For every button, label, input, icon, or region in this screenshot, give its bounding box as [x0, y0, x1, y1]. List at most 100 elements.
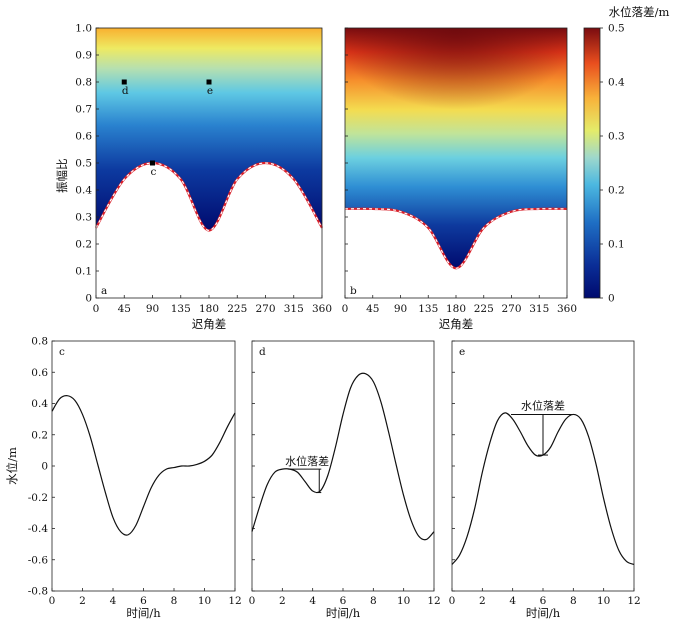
x-axis-label: 时间/h: [126, 606, 161, 620]
heatmap-hot-core: [345, 28, 567, 177]
y-tick-label: 0.4: [75, 185, 92, 197]
y-tick-label: 0.9: [75, 50, 92, 62]
marker-label: d: [122, 85, 129, 97]
x-tick-label: 6: [340, 595, 347, 607]
colorbar-tick-label: 0.5: [608, 23, 625, 35]
x-tick-label: 135: [171, 303, 191, 315]
heatmap-field: [96, 28, 322, 231]
axes-frame: [251, 340, 435, 592]
y-tick-label: 0.6: [75, 131, 92, 143]
boundary-curve-dashes: [95, 162, 323, 232]
x-tick-label: 4: [509, 595, 516, 607]
y-tick-label: -0.2: [28, 492, 48, 504]
x-tick-label: 270: [501, 303, 521, 315]
y-tick-label: -0.6: [28, 554, 49, 566]
x-tick-label: 135: [418, 303, 438, 315]
x-axis-label: 迟角差: [439, 317, 474, 331]
colorbar-title: 水位落差/m: [609, 5, 670, 19]
y-tick-label: 0.7: [75, 104, 92, 116]
colorbar-tick-label: 0.2: [608, 185, 625, 197]
x-tick-label: 0: [342, 303, 349, 315]
x-tick-label: 270: [255, 303, 275, 315]
boundary-curve-dashes: [344, 208, 568, 269]
x-tick-label: 0: [93, 303, 100, 315]
marker-point: [150, 160, 155, 166]
y-axis-label: 振幅比: [55, 159, 69, 194]
x-tick-label: 6: [540, 595, 547, 607]
x-tick-label: 360: [557, 303, 577, 315]
x-tick-label: 12: [627, 595, 640, 607]
x-axis-label: 时间/h: [526, 606, 561, 620]
colorbar-tick-label: 0.3: [608, 131, 625, 143]
marker-label: c: [151, 166, 157, 178]
marker-label: e: [207, 85, 213, 97]
axes-frame: [451, 340, 635, 592]
x-tick-label: 315: [284, 303, 304, 315]
y-tick-label: 0.6: [31, 367, 48, 379]
colorbar-tick-label: 0.4: [608, 77, 625, 89]
panel-e: 0 2 4 6 8 10 12 时间/h e 水位落差: [449, 340, 641, 620]
series-line: [251, 372, 435, 541]
x-axis-label: 时间/h: [326, 606, 361, 620]
x-tick-label: 12: [427, 595, 440, 607]
x-tick-label: 4: [110, 595, 117, 607]
x-tick-label: 2: [279, 595, 286, 607]
series-line: [51, 395, 236, 536]
panel-label: d: [259, 346, 266, 358]
x-tick-label: 225: [227, 303, 247, 315]
x-tick-label: 0: [449, 595, 456, 607]
x-tick-label: 10: [397, 595, 410, 607]
x-tick-label: 8: [570, 595, 577, 607]
x-tick-label: 2: [79, 595, 86, 607]
y-tick-label: -0.8: [28, 586, 48, 598]
x-tick-label: 180: [199, 303, 219, 315]
panel-b: 0 45 90 135 180 225 270 315 360 迟角差 b: [342, 27, 577, 331]
x-tick-label: 360: [312, 303, 332, 315]
axes-frame: [51, 340, 236, 592]
x-tick-label: 45: [366, 303, 379, 315]
x-tick-label: 45: [118, 303, 131, 315]
x-tick-label: 8: [370, 595, 377, 607]
marker-point: [121, 79, 127, 85]
panel-label: b: [350, 285, 357, 297]
x-tick-label: 315: [529, 303, 549, 315]
panel-a: 0 45 90 135 180 225 270 315 360 迟角差 a0 0.1 0.2 0.3 0.4…: [55, 23, 332, 332]
y-tick-label: 0: [41, 461, 48, 473]
y-tick-label: 0.2: [31, 429, 48, 441]
y-tick-label: 0.4: [31, 398, 48, 410]
panel-label: e: [459, 346, 465, 358]
y-axis-label: 水位/m: [5, 447, 19, 485]
x-axis-label: 迟角差: [192, 317, 227, 331]
x-tick-label: 6: [140, 595, 147, 607]
y-tick-label: 0.5: [75, 158, 92, 170]
x-tick-label: 90: [394, 303, 407, 315]
x-tick-label: 4: [309, 595, 316, 607]
y-tick-label: 0.1: [75, 266, 92, 278]
y-tick-label: 0.2: [75, 239, 92, 251]
y-tick-label: 0.8: [31, 336, 48, 348]
colorbar: 0 0.1 0.2 0.3 0.4 0.5 水位落差/m: [583, 5, 670, 305]
x-tick-label: 12: [228, 595, 241, 607]
annotation-label: 水位落差: [521, 398, 565, 412]
colorbar-tick-label: 0.1: [608, 239, 625, 251]
x-tick-label: 0: [49, 595, 56, 607]
colorbar-tick-label: 0: [608, 293, 615, 305]
annotation-label: 水位落差: [285, 454, 329, 468]
x-tick-label: 2: [479, 595, 486, 607]
x-tick-label: 8: [171, 595, 178, 607]
x-tick-label: 10: [597, 595, 610, 607]
panel-label: a: [101, 285, 107, 297]
x-tick-label: 10: [198, 595, 211, 607]
y-tick-label: 0.3: [75, 212, 92, 224]
x-tick-label: 225: [474, 303, 494, 315]
marker-point: [206, 79, 212, 85]
panel-d: 0 2 4 6 8 10 12 时间/h d 水位落差: [249, 340, 441, 620]
x-tick-label: 180: [446, 303, 466, 315]
panel-c: -0.8 -0.6 -0.4 -0.2 0 0.2 0.4 0.6 0.8 0 2 4 6 8 10 12 时间…: [5, 336, 242, 621]
y-tick-label: -0.4: [28, 523, 49, 535]
x-tick-label: 90: [146, 303, 159, 315]
y-tick-label: 0.8: [75, 77, 92, 89]
y-tick-label: 0: [85, 293, 92, 305]
panel-label: c: [59, 346, 65, 358]
